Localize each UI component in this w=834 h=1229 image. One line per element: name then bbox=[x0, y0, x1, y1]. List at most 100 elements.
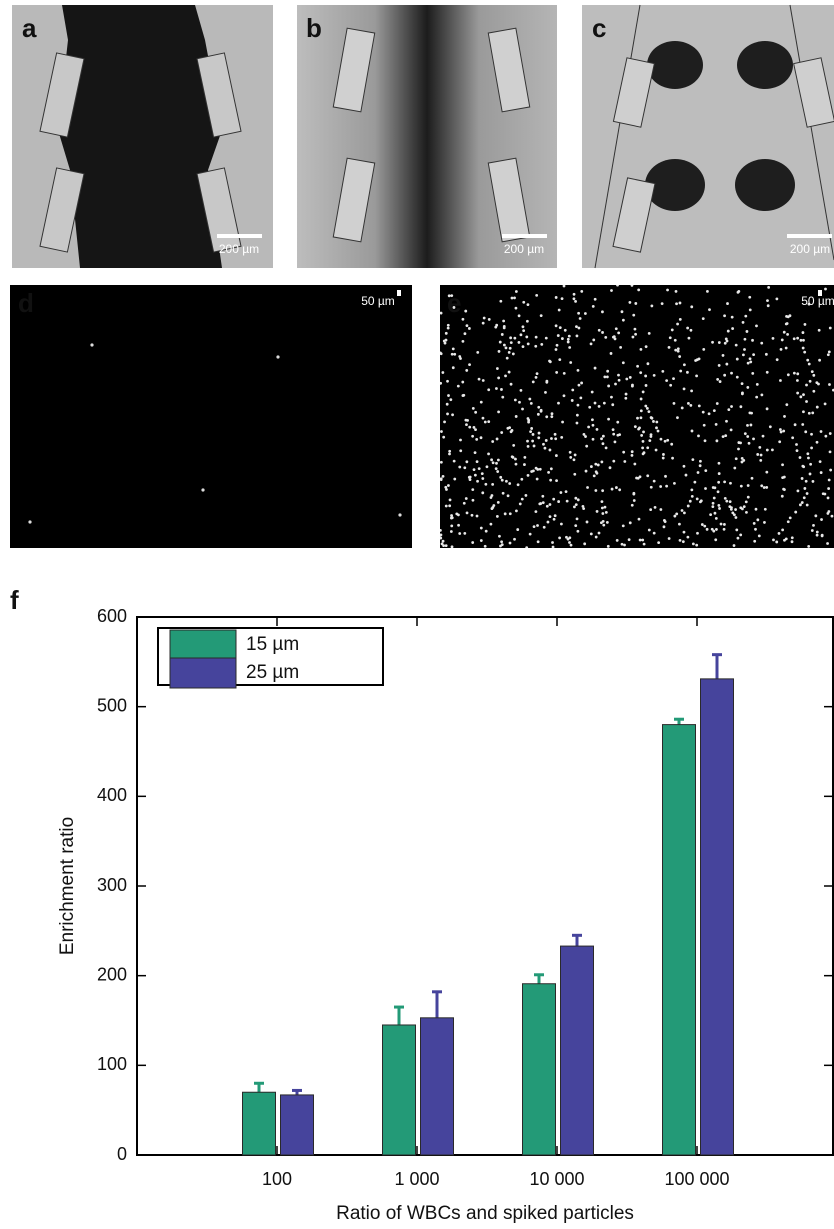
cell-dot bbox=[484, 529, 488, 533]
cell-dot bbox=[468, 425, 472, 429]
cell-dot bbox=[494, 467, 498, 471]
cell-dot bbox=[815, 530, 819, 534]
cell-dot bbox=[717, 480, 721, 484]
cell-dot bbox=[563, 328, 567, 332]
cell-dot bbox=[736, 536, 740, 540]
micrograph-e bbox=[440, 285, 834, 548]
cell-dot bbox=[670, 328, 674, 332]
cell-dot bbox=[748, 295, 752, 299]
cell-dot bbox=[620, 310, 624, 314]
cell-dot bbox=[468, 478, 472, 482]
cell-dot bbox=[655, 420, 659, 424]
cell-dot bbox=[632, 313, 636, 317]
cell-dot bbox=[744, 314, 748, 318]
cell-dot bbox=[442, 339, 446, 343]
cell-dot bbox=[440, 477, 443, 481]
cell-dot bbox=[721, 354, 725, 357]
cell-dot bbox=[697, 404, 701, 408]
cell-dot bbox=[608, 466, 612, 470]
cell-dot bbox=[612, 432, 616, 436]
cell-dot bbox=[490, 458, 494, 462]
cell-dot bbox=[702, 423, 706, 427]
cell-dot bbox=[502, 319, 506, 323]
cell-dot bbox=[479, 400, 483, 404]
cell-dot bbox=[747, 441, 751, 445]
cell-dot bbox=[746, 361, 750, 365]
cell-dot bbox=[497, 376, 501, 380]
cell-dot bbox=[792, 371, 796, 375]
panel-label: e bbox=[447, 288, 461, 318]
cell-dot bbox=[276, 355, 280, 359]
cell-dot bbox=[799, 503, 802, 507]
cell-dot bbox=[662, 525, 666, 529]
cell-dot bbox=[440, 460, 443, 464]
cell-dot bbox=[464, 418, 468, 422]
cell-dot bbox=[661, 370, 665, 373]
cell-dot bbox=[504, 346, 508, 350]
cell-dot bbox=[500, 388, 503, 391]
cell-dot bbox=[697, 434, 700, 438]
cell-dot bbox=[532, 444, 536, 448]
cell-dot bbox=[593, 401, 597, 405]
cell-dot bbox=[534, 376, 538, 379]
cell-dot bbox=[513, 537, 516, 541]
cell-dot bbox=[456, 384, 460, 388]
cell-dot bbox=[489, 496, 493, 499]
cell-dot bbox=[502, 326, 506, 330]
cell-dot bbox=[603, 505, 607, 509]
cell-dot bbox=[476, 479, 479, 483]
cell-dot bbox=[623, 460, 627, 463]
cell-dot bbox=[610, 395, 613, 399]
cell-dot bbox=[513, 296, 516, 300]
cell-dot bbox=[648, 439, 652, 442]
cell-dot bbox=[571, 388, 575, 392]
cell-dot bbox=[728, 500, 732, 504]
cell-dot bbox=[449, 530, 453, 533]
cell-dot bbox=[725, 499, 729, 503]
cell-dot bbox=[803, 323, 807, 326]
cell-dot bbox=[675, 512, 679, 516]
y-tick-label: 600 bbox=[97, 606, 127, 626]
cell-dot bbox=[514, 462, 518, 466]
cell-dot bbox=[554, 324, 558, 328]
cell-dot bbox=[768, 425, 772, 429]
cell-dot bbox=[569, 456, 573, 459]
cell-dot bbox=[702, 347, 706, 351]
cell-dot bbox=[544, 336, 548, 340]
cell-dot bbox=[559, 491, 563, 494]
cell-dot bbox=[480, 472, 484, 475]
cell-dot bbox=[785, 322, 789, 325]
cell-dot bbox=[471, 434, 475, 438]
cell-dot bbox=[529, 401, 533, 405]
cell-dot bbox=[572, 297, 576, 301]
cell-dot bbox=[637, 288, 641, 292]
cell-dot bbox=[508, 426, 512, 430]
bar bbox=[662, 724, 696, 1156]
cell-dot bbox=[686, 535, 690, 539]
cell-dot bbox=[566, 337, 570, 341]
cell-dot bbox=[746, 423, 749, 427]
cell-dot bbox=[630, 285, 634, 287]
cell-dot bbox=[796, 379, 799, 382]
cell-dot bbox=[698, 464, 702, 468]
cell-dot bbox=[749, 423, 753, 427]
cell-dot bbox=[742, 505, 746, 509]
cell-dot bbox=[765, 448, 769, 452]
cell-dot bbox=[678, 522, 681, 526]
cell-dot bbox=[671, 456, 674, 460]
chart: 0 100 200 300 400 500 600 100 1 000 10 000 100 000… bbox=[97, 606, 833, 1189]
cell-dot bbox=[443, 341, 447, 345]
cell-dot bbox=[704, 487, 707, 490]
cell-dot bbox=[806, 358, 810, 362]
cell-dot bbox=[786, 520, 790, 524]
cell-dot bbox=[548, 448, 552, 452]
cell-dot bbox=[555, 371, 559, 374]
scale-bar bbox=[818, 290, 822, 296]
cell-dot bbox=[715, 528, 718, 531]
cell-dot bbox=[481, 477, 485, 480]
cell-dot bbox=[522, 300, 526, 304]
cell-dot bbox=[604, 335, 608, 339]
cell-dot bbox=[766, 299, 769, 303]
cell-dot bbox=[802, 338, 805, 342]
